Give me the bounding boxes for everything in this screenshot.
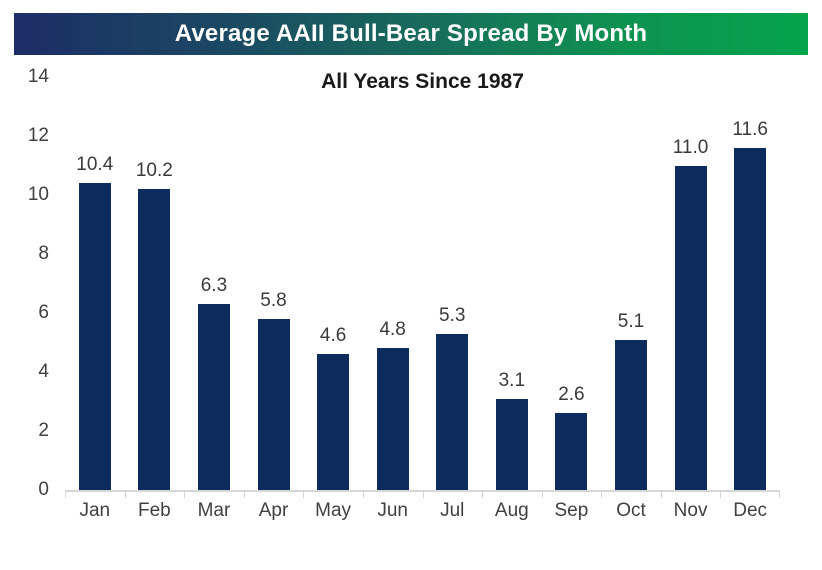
bar-value-label-apr: 5.8 bbox=[260, 289, 287, 311]
y-axis: 0 2 4 6 8 10 12 14 bbox=[0, 67, 55, 500]
bar-slot-dec: 11.6 bbox=[720, 77, 780, 490]
bar-slot-sep: 2.6 bbox=[542, 77, 602, 490]
bar-value-label-mar: 6.3 bbox=[200, 275, 228, 297]
y-axis-tick-label: 2 bbox=[38, 420, 49, 441]
bar-value-label-dec: 11.6 bbox=[732, 118, 768, 140]
x-axis-tick-label-oct: Oct bbox=[616, 500, 646, 521]
bar-value-label-jun: 4.8 bbox=[379, 319, 406, 341]
bar-aug bbox=[495, 398, 528, 490]
x-axis-tick-label-may: May bbox=[315, 500, 352, 521]
x-axis-tick-label-nov: Nov bbox=[673, 500, 708, 521]
x-axis-tick-label-sep: Sep bbox=[554, 500, 589, 521]
plot-area: 10.4 10.2 6.3 5.8 4.6 4.8 5.3 3.1 2.6 5.1 11.0 11.6 bbox=[65, 77, 780, 498]
bar-jun bbox=[376, 348, 409, 490]
bar-dec bbox=[734, 147, 767, 490]
x-axis-tick-mark bbox=[779, 492, 780, 498]
bar-jan bbox=[78, 183, 111, 490]
y-axis-tick-label: 10 bbox=[27, 184, 49, 205]
bar-sep bbox=[555, 413, 588, 490]
x-axis-tick-label-jul: Jul bbox=[440, 500, 465, 521]
bar-slot-jun: 4.8 bbox=[363, 77, 423, 490]
bar-apr bbox=[257, 318, 290, 490]
chart-title: Average AAII Bull-Bear Spread By Month bbox=[174, 20, 648, 47]
bar-feb bbox=[138, 189, 171, 490]
y-axis-tick-label: 4 bbox=[38, 361, 49, 382]
x-axis-tick-mark bbox=[243, 492, 245, 498]
x-axis-tick-label-dec: Dec bbox=[733, 500, 768, 521]
bar-series: 10.4 10.2 6.3 5.8 4.6 4.8 5.3 3.1 2.6 5.1 11.0 11.6 bbox=[65, 77, 780, 490]
bar-value-label-jan: 10.4 bbox=[76, 154, 114, 176]
bar-slot-feb: 10.2 bbox=[125, 77, 185, 490]
x-axis-tick-label-aug: Aug bbox=[494, 500, 529, 521]
bar-jul bbox=[436, 333, 469, 490]
x-axis-tick-mark bbox=[720, 492, 722, 498]
x-axis-tick-mark bbox=[541, 492, 543, 498]
bar-slot-jul: 5.3 bbox=[422, 77, 482, 490]
bar-slot-nov: 11.0 bbox=[661, 77, 721, 490]
bar-slot-oct: 5.1 bbox=[601, 77, 661, 490]
x-axis-tick-label-jan: Jan bbox=[79, 500, 111, 521]
x-axis-tick-mark bbox=[660, 492, 662, 498]
chart-title-banner: Average AAII Bull-Bear Spread By Month bbox=[14, 13, 808, 55]
chart-subtitle: All Years Since 1987 bbox=[321, 70, 524, 93]
bar-slot-aug: 3.1 bbox=[482, 77, 542, 490]
bar-value-label-aug: 3.1 bbox=[498, 369, 526, 391]
bar-value-label-oct: 5.1 bbox=[617, 310, 645, 332]
x-axis-tick-label-apr: Apr bbox=[258, 500, 289, 521]
x-axis-tick-label-jun: Jun bbox=[377, 500, 408, 521]
bar-value-label-may: 4.6 bbox=[319, 325, 347, 347]
x-axis-tick-mark bbox=[601, 492, 603, 498]
x-axis-tick-mark bbox=[184, 492, 186, 498]
bar-value-label-sep: 2.6 bbox=[558, 384, 585, 406]
x-axis-tick-mark bbox=[362, 492, 364, 498]
bar-nov bbox=[674, 165, 707, 490]
x-axis: Jan Feb Mar Apr May Jun Jul Aug Sep Oct Nov Dec bbox=[65, 500, 780, 522]
bar-may bbox=[317, 354, 350, 490]
x-axis-tick-mark bbox=[303, 492, 305, 498]
bar-slot-jan: 10.4 bbox=[65, 77, 125, 490]
bar-slot-apr: 5.8 bbox=[244, 77, 304, 490]
x-axis-tick-mark bbox=[65, 492, 66, 498]
x-axis-tick-mark bbox=[422, 492, 424, 498]
bar-value-label-nov: 11.0 bbox=[672, 136, 709, 158]
y-axis-tick-label: 14 bbox=[27, 66, 49, 87]
x-axis-tick-mark bbox=[124, 492, 126, 498]
y-axis-tick-label: 8 bbox=[38, 243, 49, 264]
bar-value-label-jul: 5.3 bbox=[439, 304, 466, 326]
bar-slot-mar: 6.3 bbox=[184, 77, 244, 490]
y-axis-tick-label: 0 bbox=[38, 479, 49, 500]
bar-mar bbox=[197, 304, 230, 490]
y-axis-tick-label: 6 bbox=[38, 302, 49, 323]
x-axis-tick-label-feb: Feb bbox=[137, 500, 171, 521]
bar-oct bbox=[614, 339, 647, 490]
y-axis-tick-label: 12 bbox=[27, 125, 49, 146]
bar-slot-may: 4.6 bbox=[303, 77, 363, 490]
x-axis-tick-label-mar: Mar bbox=[197, 500, 231, 521]
x-axis-tick-mark bbox=[482, 492, 484, 498]
bar-value-label-feb: 10.2 bbox=[135, 160, 173, 182]
